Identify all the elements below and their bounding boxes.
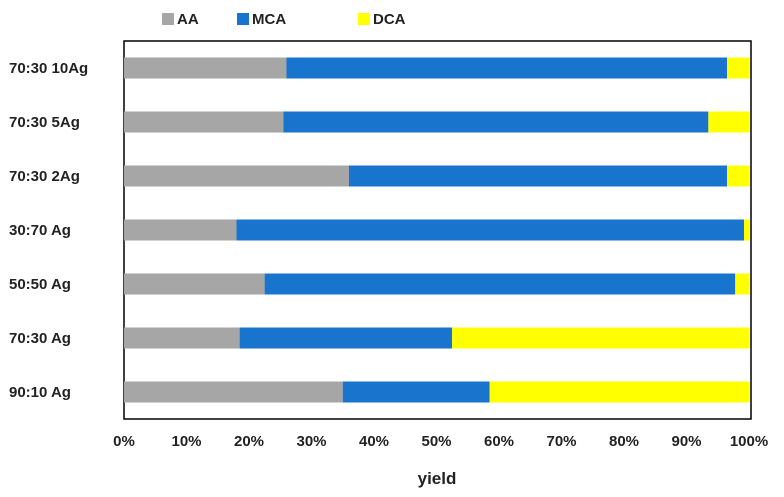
bars-group — [124, 57, 749, 403]
bar-dca-3 — [727, 165, 749, 187]
bar-mca-4 — [236, 219, 744, 241]
category-label: 70:30 5Ag — [9, 114, 80, 131]
bar-aa-2 — [124, 111, 284, 133]
bar-aa-5 — [124, 273, 265, 295]
bar-aa-4 — [124, 219, 237, 241]
category-label: 70:30 2Ag — [9, 168, 80, 185]
bar-mca-3 — [349, 165, 728, 187]
x-tick-label: 100% — [730, 433, 768, 450]
x-tick-labels: 0% 10% 20% 30% 40% 50% 60% 70% 80% 90% 100% — [113, 433, 768, 450]
category-label: 70:30 Ag — [9, 330, 71, 347]
bar-dca-6 — [452, 327, 749, 349]
bar-dca-2 — [708, 111, 749, 133]
bar-mca-1 — [286, 57, 728, 79]
bar-mca-6 — [239, 327, 453, 349]
x-tick-label: 10% — [171, 433, 201, 450]
bar-aa-3 — [124, 165, 349, 187]
x-tick-label: 20% — [234, 433, 264, 450]
bar-aa-7 — [124, 381, 343, 403]
legend: AA MCA DCA — [162, 11, 406, 28]
category-label: 70:30 10Ag — [9, 60, 88, 77]
bar-mca-2 — [283, 111, 709, 133]
legend-swatch-dca — [358, 13, 370, 25]
x-tick-label: 70% — [546, 433, 576, 450]
legend-swatch-mca — [237, 13, 249, 25]
x-tick-label: 40% — [359, 433, 389, 450]
category-label: 30:70 Ag — [9, 222, 71, 239]
legend-swatch-aa — [162, 13, 174, 25]
legend-label-aa: AA — [177, 11, 199, 28]
x-tick-label: 30% — [296, 433, 326, 450]
bar-mca-5 — [264, 273, 736, 295]
x-tick-label: 60% — [484, 433, 514, 450]
x-tick-label: 80% — [609, 433, 639, 450]
x-tick-label: 90% — [671, 433, 701, 450]
bar-mca-7 — [342, 381, 490, 403]
legend-label-mca: MCA — [252, 11, 286, 28]
bar-dca-1 — [727, 57, 749, 79]
bar-dca-4 — [744, 219, 749, 241]
x-tick-label: 50% — [421, 433, 451, 450]
bar-dca-5 — [735, 273, 749, 295]
category-label: 50:50 Ag — [9, 276, 71, 293]
category-label: 90:10 Ag — [9, 384, 71, 401]
category-labels: 70:30 10Ag 70:30 5Ag 70:30 2Ag 30:70 Ag 50:5… — [9, 60, 88, 401]
x-tick-label: 0% — [113, 433, 135, 450]
legend-label-dca: DCA — [373, 11, 406, 28]
x-axis-title: yield — [418, 469, 457, 488]
bar-dca-7 — [489, 381, 749, 403]
bar-aa-1 — [124, 57, 287, 79]
bar-aa-6 — [124, 327, 240, 349]
